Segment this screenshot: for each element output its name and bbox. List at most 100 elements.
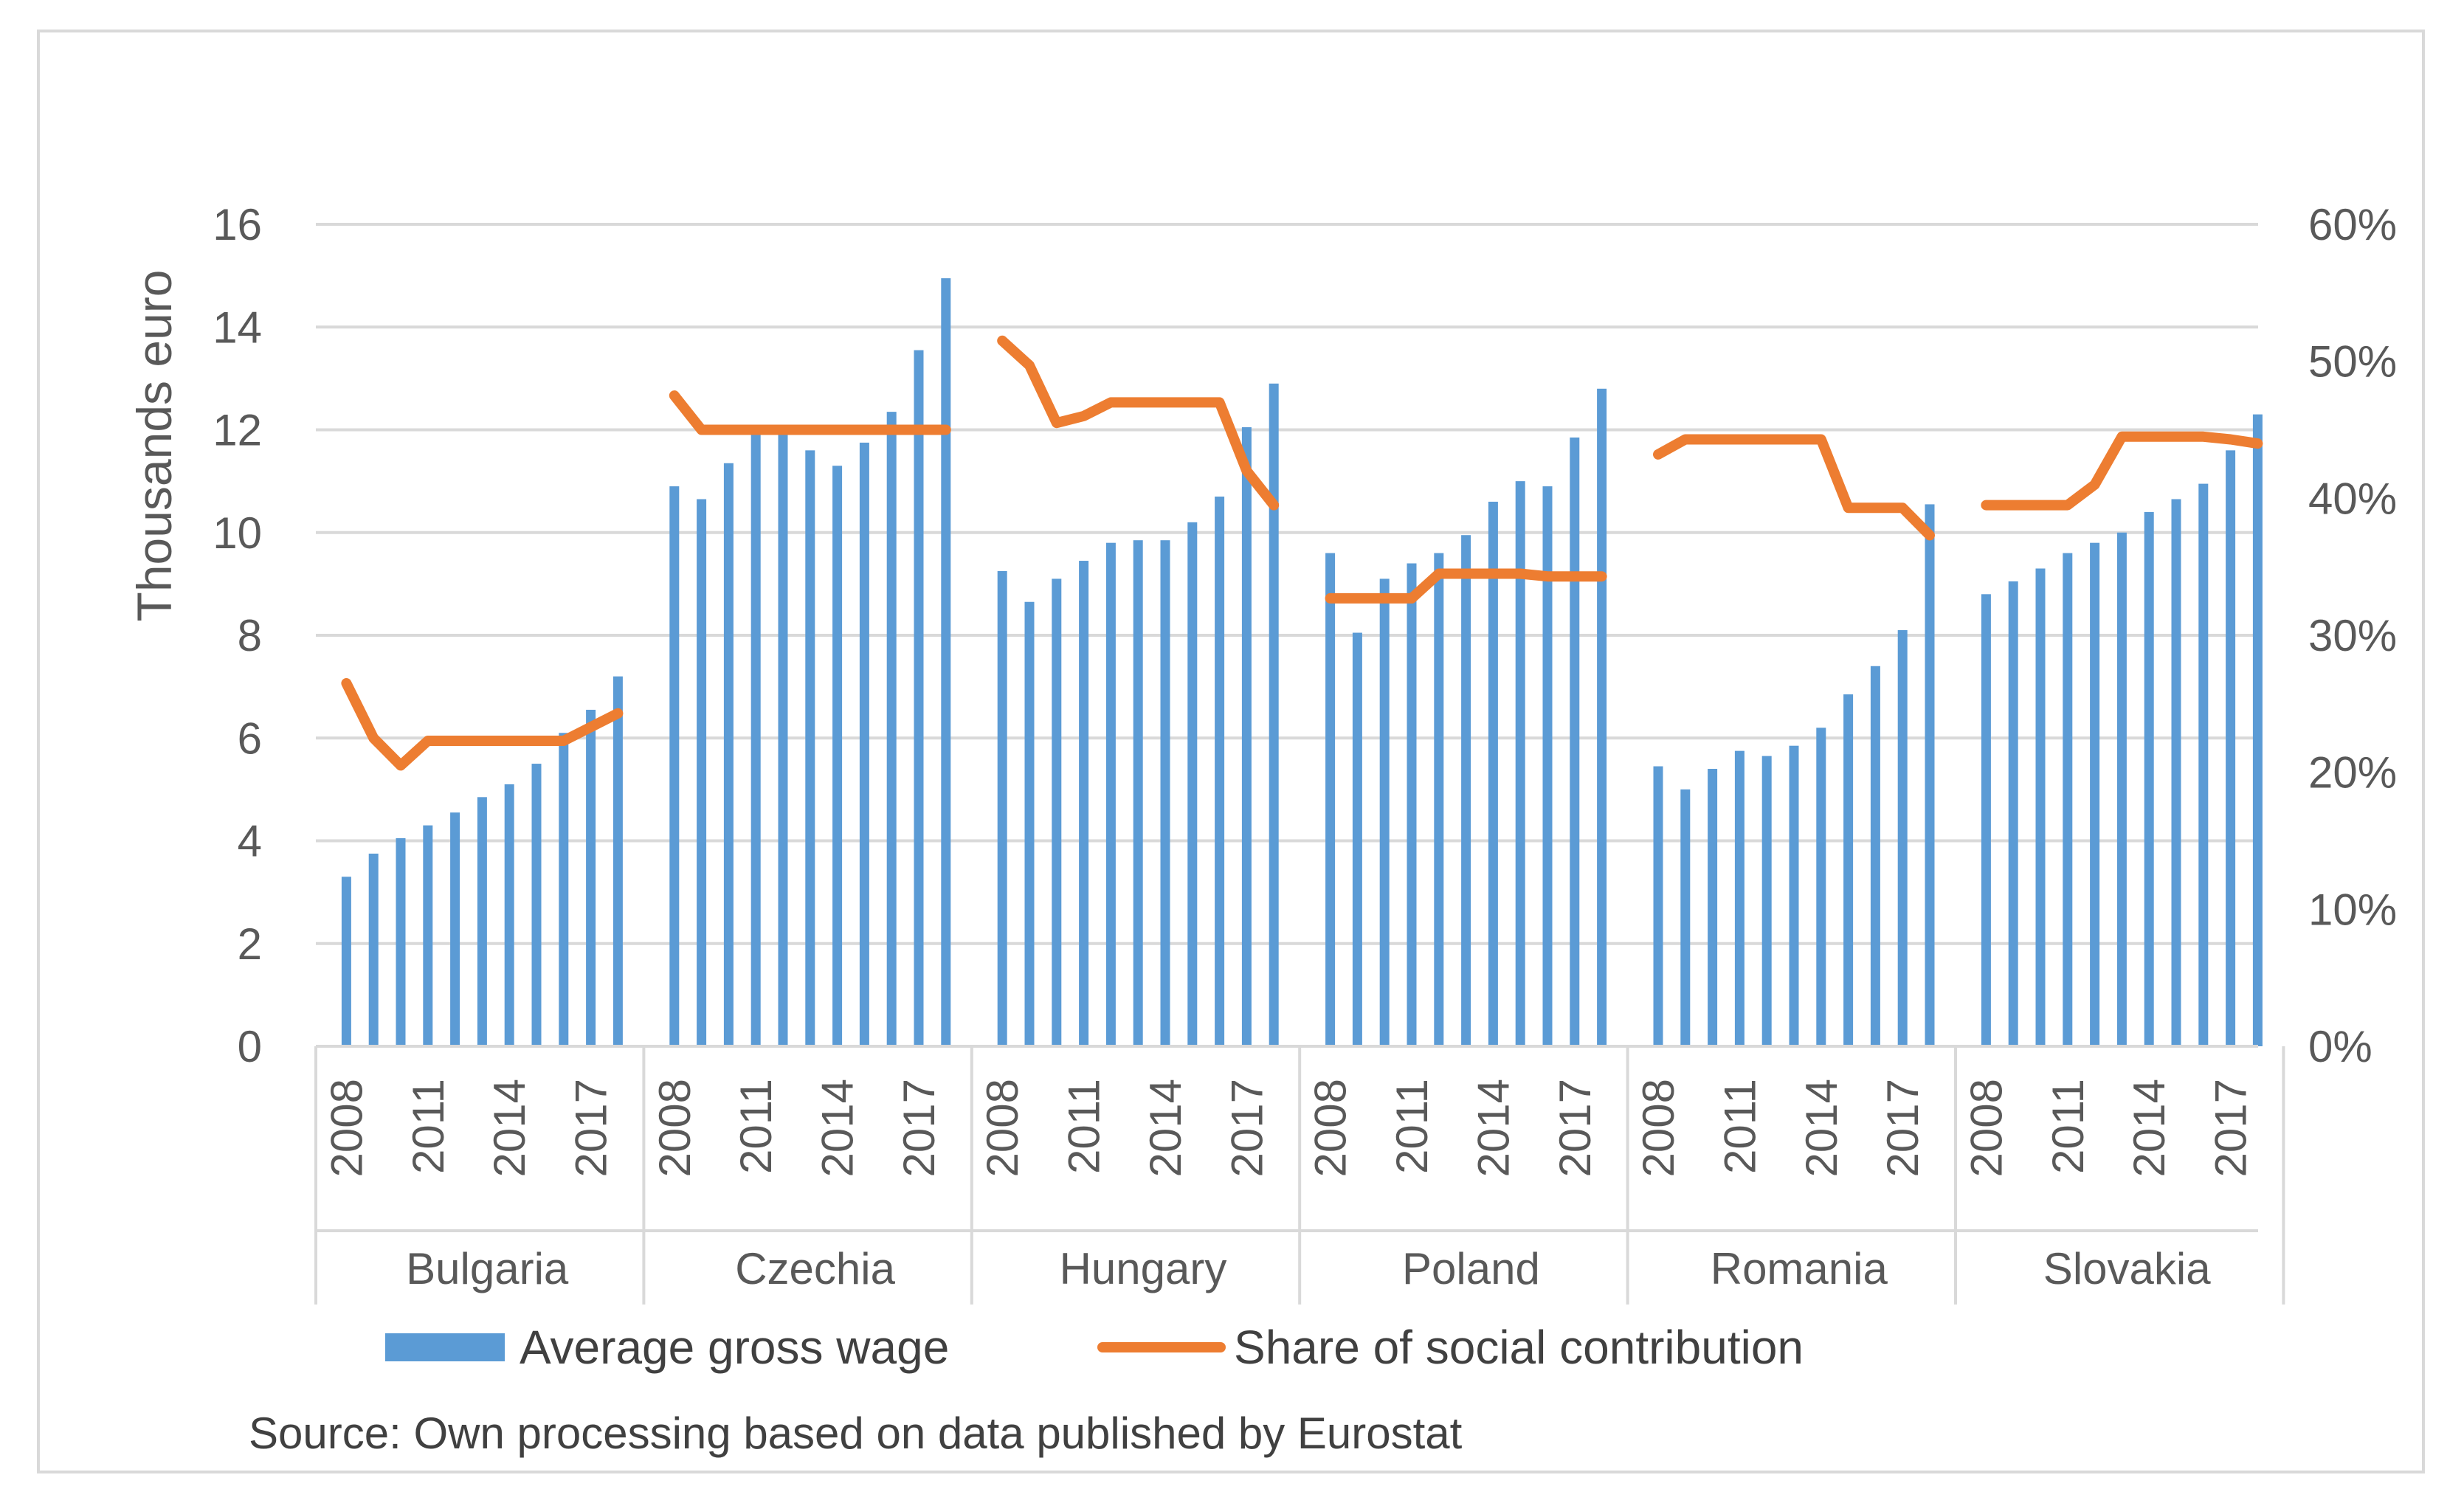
legend: Average gross wage Share of social contr… — [385, 1321, 1804, 1374]
wage-bar — [1542, 486, 1553, 1046]
wage-bars — [341, 278, 2263, 1047]
source-note: Source: Own processing based on data pub… — [249, 1409, 1463, 1458]
country-labels: Bulgaria Czechia Hungary Poland Romania Slova… — [406, 1244, 2211, 1293]
x-tick-label: 2011 — [1387, 1079, 1437, 1174]
wage-bar — [368, 853, 379, 1046]
wage-bar — [2008, 581, 2018, 1046]
wage-bar — [1708, 769, 1718, 1046]
y-right-tick-label: 40% — [2308, 474, 2397, 523]
wage-bar — [1680, 789, 1691, 1046]
wage-bar — [1897, 630, 1908, 1046]
wage-bar — [886, 412, 897, 1046]
wage-bar — [612, 676, 623, 1046]
x-tick-label: 2014 — [1797, 1079, 1846, 1177]
wage-bar — [1187, 522, 1198, 1046]
wage-bar — [1079, 561, 1089, 1046]
wage-bar — [1105, 542, 1116, 1046]
wage-bar — [941, 278, 951, 1047]
x-tick-label: 2008 — [650, 1079, 700, 1177]
x-tick-label: 2014 — [813, 1079, 863, 1177]
x-tick-label: 2008 — [1306, 1079, 1356, 1177]
wage-bar — [1379, 578, 1390, 1046]
right-axis-ticks: 0% 10% 20% 30% 40% 50% 60% — [2308, 200, 2397, 1071]
wage-bar — [1761, 756, 1772, 1046]
wage-bar — [559, 733, 569, 1046]
wage-bar — [1461, 535, 1471, 1046]
wage-bar — [750, 432, 761, 1046]
wage-bar — [914, 350, 924, 1046]
wage-bar — [1052, 578, 1062, 1046]
x-axis-labels: 2008 2011 2014 2017 2008 2011 2014 2017 2008 2011… — [322, 1079, 2255, 1177]
wage-bar — [997, 570, 1007, 1046]
chart-frame — [37, 30, 2425, 1473]
x-tick-label: 2014 — [1141, 1079, 1190, 1177]
y-right-tick-label: 10% — [2308, 885, 2397, 934]
left-axis-ticks: 0 2 4 6 8 10 12 14 16 — [213, 200, 262, 1071]
country-label: Slovakia — [2043, 1244, 2211, 1293]
y-right-tick-label: 50% — [2308, 337, 2397, 387]
wage-bar — [1870, 666, 1880, 1046]
wage-bar — [778, 429, 788, 1046]
wage-bar — [832, 466, 843, 1046]
wage-bar — [1352, 632, 1362, 1046]
wage-bar — [2035, 568, 2046, 1046]
wage-bar — [1734, 750, 1745, 1046]
x-tick-label: 2011 — [404, 1079, 453, 1174]
wage-bar — [504, 784, 514, 1046]
y-right-tick-label: 0% — [2308, 1022, 2372, 1071]
legend-bar-swatch — [385, 1333, 505, 1361]
x-tick-label: 2011 — [731, 1079, 781, 1174]
wage-bar — [586, 709, 596, 1046]
share-line — [669, 390, 951, 435]
wage-bar — [1434, 553, 1444, 1046]
share-line — [1981, 431, 2263, 511]
wage-bar — [1407, 563, 1417, 1046]
x-tick-label: 2017 — [2206, 1079, 2256, 1177]
x-tick-label: 2017 — [1550, 1079, 1600, 1177]
wage-bar — [1653, 766, 1663, 1046]
legend-line-label: Share of social contribution — [1234, 1321, 1804, 1374]
wage-bar — [2063, 553, 2073, 1046]
share-line — [1325, 568, 1607, 604]
x-tick-label: 2014 — [485, 1079, 534, 1177]
y-left-tick-label: 16 — [213, 200, 262, 249]
wage-bar — [1570, 437, 1580, 1046]
wage-bar — [2226, 450, 2236, 1046]
gridlines — [316, 223, 2258, 945]
y-left-tick-label: 2 — [238, 919, 262, 969]
x-tick-label: 2017 — [567, 1079, 616, 1177]
wage-bar — [2198, 483, 2209, 1046]
y-left-tick-label: 6 — [238, 714, 262, 763]
wage-bar — [723, 463, 734, 1046]
wage-bar — [2144, 511, 2154, 1046]
wage-bar — [2090, 542, 2100, 1046]
wage-bar — [396, 838, 406, 1046]
wage-bar — [1215, 497, 1225, 1046]
y-left-tick-label: 8 — [238, 611, 262, 660]
wage-bar — [1981, 594, 1991, 1046]
y-right-tick-label: 60% — [2308, 200, 2397, 249]
country-label: Czechia — [735, 1244, 895, 1293]
wage-bar — [2252, 414, 2263, 1046]
country-label: Poland — [1402, 1244, 1540, 1293]
wage-bar — [697, 499, 707, 1046]
wage-bar — [1024, 601, 1035, 1046]
y-left-tick-label: 0 — [238, 1022, 262, 1071]
share-line — [341, 678, 624, 771]
wage-bar — [859, 442, 869, 1046]
wage-bar — [1816, 728, 1826, 1046]
x-tick-label: 2011 — [1060, 1079, 1109, 1174]
y-left-tick-label: 14 — [213, 303, 262, 352]
wage-bar — [1488, 501, 1498, 1046]
y-left-tick-label: 10 — [213, 508, 262, 558]
wage-bar — [1160, 540, 1170, 1046]
wage-bar — [2116, 532, 2127, 1046]
x-tick-label: 2017 — [894, 1079, 944, 1177]
y-left-tick-label: 12 — [213, 406, 262, 455]
wage-bar — [450, 812, 460, 1046]
wage-bar — [477, 797, 487, 1046]
wage-bar — [1133, 540, 1143, 1046]
y-right-tick-label: 30% — [2308, 611, 2397, 660]
wage-bar — [423, 825, 433, 1046]
y-right-tick-label: 20% — [2308, 748, 2397, 798]
